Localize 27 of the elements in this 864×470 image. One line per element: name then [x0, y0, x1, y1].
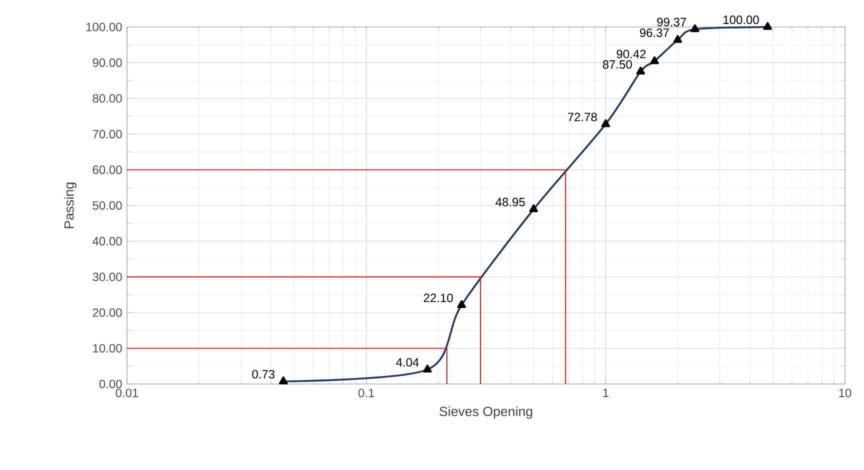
y-tick-label: 20.00: [92, 308, 122, 317]
y-axis-title: Passing: [64, 182, 76, 228]
y-tick-label: 90.00: [92, 58, 122, 67]
data-label: 4.04: [396, 358, 419, 367]
x-tick-label: 10: [839, 388, 852, 398]
x-axis-title: Sieves Opening: [440, 406, 532, 419]
data-label: 96.37: [640, 28, 669, 38]
y-tick-label: 10.00: [93, 344, 122, 353]
y-tick-label: 60.00: [92, 166, 122, 174]
y-tick-label: 80.00: [92, 94, 122, 103]
y-tick-label: 50.00: [92, 201, 122, 210]
data-label: 99.37: [657, 18, 686, 26]
data-label: 87.50: [602, 60, 632, 69]
y-tick-label: 30.00: [92, 272, 122, 282]
x-tick-label: 0.01: [116, 388, 138, 398]
data-label: 48.95: [496, 198, 525, 206]
y-tick-label: 40.00: [92, 236, 122, 246]
data-label: 72.78: [568, 112, 597, 122]
y-tick-label: 100.00: [86, 22, 122, 32]
data-label: 0.73: [252, 370, 275, 378]
data-label: 90.42: [616, 50, 646, 58]
data-label: 100.00: [724, 16, 759, 24]
y-tick-label: 0.00: [99, 380, 122, 388]
y-tick-label: 70.00: [92, 130, 122, 138]
x-tick-label: 1: [603, 388, 608, 397]
data-label: 22.10: [424, 294, 453, 302]
x-tick-label: 0.1: [358, 388, 374, 398]
